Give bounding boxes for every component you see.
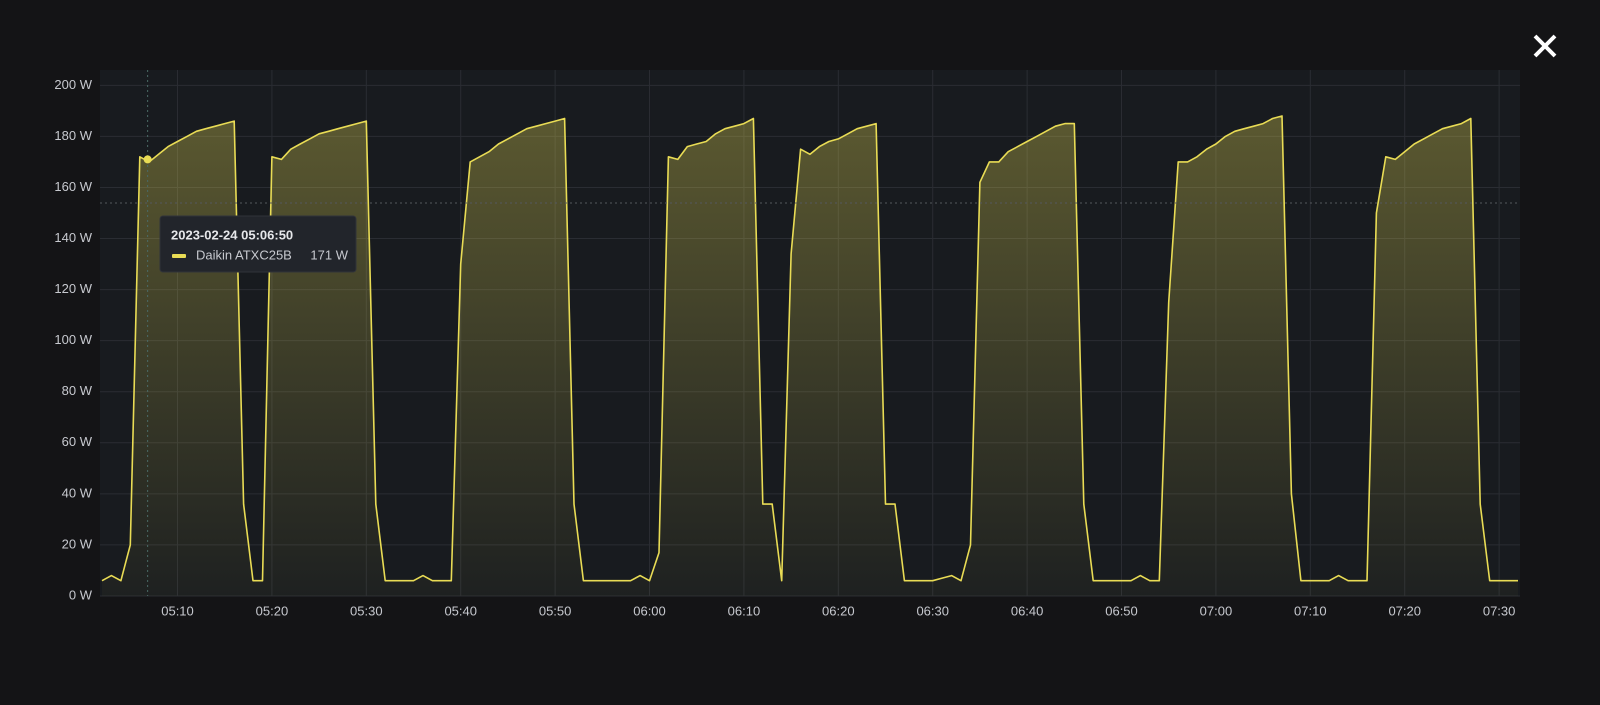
y-tick-label: 100 W [54, 332, 92, 347]
x-tick-label: 05:50 [539, 603, 572, 618]
y-tick-label: 80 W [62, 383, 93, 398]
x-tick-label: 06:30 [916, 603, 949, 618]
y-tick-label: 0 W [69, 587, 93, 602]
tooltip-value: 171 W [310, 247, 348, 262]
y-tick-label: 140 W [54, 230, 92, 245]
tooltip-series: Daikin ATXC25B [196, 247, 292, 262]
x-tick-label: 06:40 [1011, 603, 1044, 618]
x-tick-label: 07:00 [1200, 603, 1233, 618]
y-tick-label: 20 W [62, 536, 93, 551]
x-tick-label: 07:20 [1388, 603, 1421, 618]
area-fill [102, 116, 1518, 596]
y-tick-label: 160 W [54, 179, 92, 194]
tooltip-swatch [172, 254, 186, 258]
y-tick-label: 200 W [54, 77, 92, 92]
close-icon [1533, 34, 1557, 58]
x-tick-label: 07:30 [1483, 603, 1516, 618]
hover-point [143, 155, 152, 164]
tooltip-time: 2023-02-24 05:06:50 [171, 227, 293, 242]
y-tick-label: 120 W [54, 281, 92, 296]
x-tick-label: 05:30 [350, 603, 383, 618]
y-tick-label: 60 W [62, 434, 93, 449]
x-tick-label: 06:50 [1105, 603, 1138, 618]
x-tick-label: 07:10 [1294, 603, 1327, 618]
x-tick-label: 05:10 [161, 603, 194, 618]
tooltip-box [159, 215, 357, 273]
x-tick-label: 05:40 [444, 603, 477, 618]
x-tick-label: 06:20 [822, 603, 855, 618]
x-tick-label: 06:00 [633, 603, 666, 618]
y-tick-label: 180 W [54, 128, 92, 143]
x-tick-label: 06:10 [728, 603, 761, 618]
y-tick-label: 40 W [62, 485, 93, 500]
series-line [101, 115, 1518, 582]
close-button[interactable] [1533, 34, 1557, 58]
x-tick-label: 05:20 [256, 603, 289, 618]
